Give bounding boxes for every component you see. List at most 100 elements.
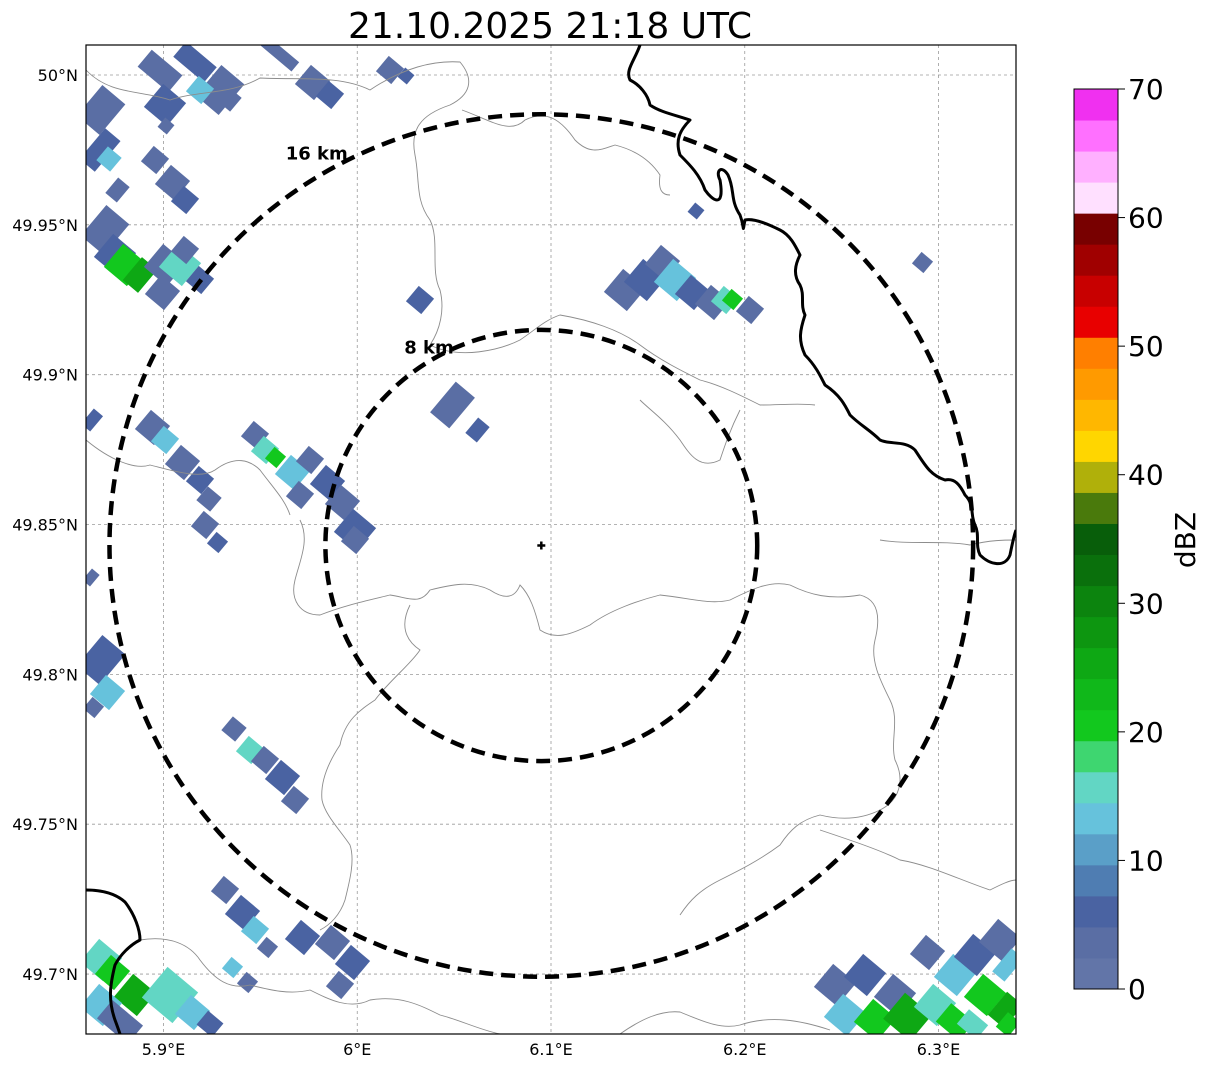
map-panel: 8 km 16 km 50°N 49.95°N 49.9°N 49.85°N 49.8°N… [12,44,1017,1059]
border-line [86,61,470,346]
echo-cell [206,531,229,554]
colorbar-bin [1074,895,1118,928]
echo-cell [86,205,130,255]
colorbar-bin [1074,802,1118,835]
echo-cell [196,1010,224,1034]
echo-cell [285,480,315,510]
border-line [461,109,671,196]
echo-cell [86,568,100,587]
colorbar-tick-label: 20 [1128,716,1164,749]
echo-cell [185,75,215,105]
lat-label: 49.9°N [22,366,78,385]
radar-echoes [86,45,1016,1034]
colorbar-bin [1074,585,1118,618]
range-ring-label: 8 km [404,337,454,358]
radar-site [537,541,546,550]
echo-cell [144,274,181,311]
colorbar-bin [1074,399,1118,431]
border-line [879,539,1016,546]
echo-cell [210,875,240,905]
border-line [86,439,291,516]
echo-cell [721,288,744,311]
echo-cell [284,919,321,956]
echo-cell [987,991,1016,1029]
echo-cell [221,716,247,742]
longitude-labels: 5.9°E 6°E 6.1°E 6.2°E 6.3°E [142,1040,961,1059]
graticule [86,45,1016,1034]
colorbar-bin [1074,647,1118,680]
echo-cell [236,971,259,994]
colorbar-bin [1074,492,1118,524]
echo-cell [397,67,415,85]
colorbar-bin [1074,926,1118,959]
echo-cell [735,295,765,325]
colorbar-bin [1074,957,1118,990]
echo-cell [86,696,105,719]
echo-cell [250,745,280,775]
colorbar-bin [1074,151,1118,183]
echo-cell [170,235,200,265]
echo-cell [280,785,310,815]
echo-cell [86,85,126,135]
echo-cell [911,251,934,274]
colorbar-bin [1074,864,1118,897]
lat-label: 50°N [38,66,78,85]
echo-cell [264,759,301,796]
echo-cell [86,635,126,685]
echo-cell [157,117,175,135]
colorbar-bin [1074,461,1118,493]
colorbar-tick-label: 40 [1128,459,1164,492]
range-ring [107,112,976,979]
echo-cell [140,145,170,175]
colorbar-swatches [1074,89,1118,990]
lat-label: 49.7°N [22,965,78,984]
echo-cell [813,963,857,1007]
echo-cell [995,1012,1016,1034]
border-line [293,519,861,636]
echo-cell [843,953,887,997]
colorbar-bin [1074,275,1118,307]
colorbar-bin [1074,244,1118,276]
echo-cell [334,944,371,981]
colorbar-bin [1074,368,1118,400]
echo-cell [105,177,130,203]
echo-cell [96,146,122,172]
echo-cell [295,445,325,475]
lat-label: 49.85°N [12,516,78,535]
echo-cell [375,55,405,85]
echo-cell [853,998,897,1034]
colorbar-bin [1074,430,1118,462]
lon-label: 6.2°E [723,1040,767,1059]
colorbar-bin [1074,709,1118,742]
echo-cell [113,973,157,1017]
latitude-labels: 50°N 49.95°N 49.9°N 49.85°N 49.8°N 49.75°N 49.… [12,66,78,984]
colorbar-tick-label: 60 [1128,202,1164,235]
colorbar-bin [1074,337,1118,369]
colorbar: 0 10 20 30 40 50 60 70 dBZ [1073,73,1202,1006]
echo-cell [314,924,351,961]
border-line [139,938,501,1034]
border-line [319,604,421,931]
echo-cell [956,1009,989,1034]
echo-cell [687,202,705,220]
lon-label: 6°E [343,1040,371,1059]
lon-label: 6.3°E [917,1040,961,1059]
echo-cell [909,934,946,971]
colorbar-bin [1074,616,1118,649]
lon-label: 6.1°E [529,1040,573,1059]
echo-cell [143,83,187,127]
colorbar-bin [1074,554,1118,587]
colorbar-bin [1074,306,1118,338]
colorbar-bin [1074,89,1118,121]
echo-cell [196,486,222,512]
colorbar-bin [1074,182,1118,214]
colorbar-tick-label: 70 [1128,73,1164,106]
colorbar-bin [1074,120,1118,152]
colorbar-label: dBZ [1169,512,1202,568]
echo-cell [340,525,370,555]
echo-cell [823,993,867,1034]
echo-cell [173,45,217,83]
echo-cell [935,1003,975,1034]
echo-cell [883,992,932,1034]
